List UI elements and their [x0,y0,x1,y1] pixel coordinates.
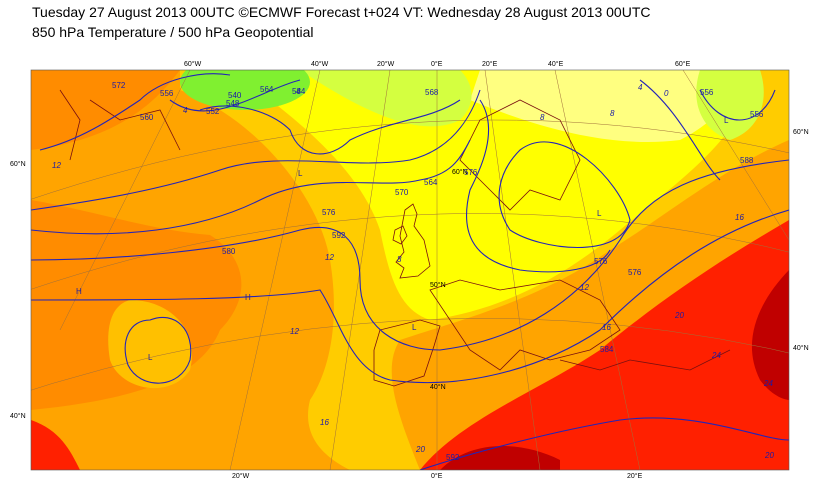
contour-label: 584 [292,87,306,96]
contour-label: 564 [260,85,274,94]
lon-label: 0°E [431,60,443,68]
field-cooler [470,70,740,142]
contour-label: 16 [320,418,329,427]
lat-label: 40°N [10,412,26,420]
contour-label: 580 [222,247,236,256]
lat-label: 60°N [793,128,809,136]
contour-label: 576 [594,257,608,266]
contour-label: 576 [464,168,478,177]
contour-label: 564 [424,178,438,187]
lon-label: 40°W [311,60,329,68]
high-center: H [245,293,251,302]
lon-label: 20°E [482,60,498,68]
contour-label: 548 [226,99,240,108]
field-hotter [440,446,560,470]
contour-label: 16 [602,323,611,332]
contour-label: 568 [425,88,439,97]
low-center: L [597,209,602,218]
contour-label: 576 [322,208,336,217]
contour-label: 584 [600,345,614,354]
contour-label: 540 [228,91,242,100]
field-hot [420,220,789,470]
graticule-labels: 60°W 40°W 20°W 0°E 20°E 40°E 60°E 60°N 4… [10,60,809,480]
map-frame [30,69,790,471]
contour-label: 552 [206,107,220,116]
contour-label: 560 [140,113,154,122]
title: Tuesday 27 August 2013 00UTC ©ECMWF Fore… [32,4,650,20]
contour-label: 12 [290,327,299,336]
contour-label: 556 [750,110,764,119]
lon-label: 40°E [548,60,564,68]
contour-label: 0 [664,89,669,98]
map [31,70,789,470]
contour-label: 4 [296,87,301,96]
lat-label: 60°N [10,160,26,168]
temperature-labels: 4 4 8 8 12 12 12 12 16 16 16 20 24 24 20… [52,83,774,460]
contour-label: 576 [628,268,642,277]
high-center: H [76,287,82,296]
contour-label: 572 [112,81,126,90]
field-hot [31,420,80,470]
contour-label: 556 [700,88,714,97]
lat-label: 40°N [430,383,446,391]
contour-label: 24 [763,379,773,388]
contour-label: 592 [332,231,346,240]
lat-label: 40°N [793,344,809,352]
contour-label: 592 [446,453,460,462]
contour-label: 20 [674,311,684,320]
lat-label: 60°N [452,168,468,176]
contour-label: 20 [415,445,425,454]
field-cold [696,70,764,140]
lon-label: 20°E [627,472,643,480]
geopotential-isolines [31,73,789,470]
lat-label: 50°N [430,281,446,289]
field-hotter [751,270,789,400]
contour-label: 4 [638,83,643,92]
lon-label: 0°E [431,472,443,480]
coastlines [59,89,731,387]
contour-label: 12 [52,161,61,170]
contour-label: 8 [397,255,402,264]
lon-label: 60°E [675,60,691,68]
low-center: L [724,116,729,125]
contour-label: 588 [740,156,754,165]
contour-label: 24 [711,351,721,360]
contour-label: 20 [764,451,774,460]
contour-label: 12 [580,283,589,292]
contour-label: 8 [610,109,615,118]
contour-label: 12 [325,253,334,262]
contour-label: 4 [183,106,188,115]
contour-label: 16 [735,213,744,222]
contour-label: 570 [395,188,409,197]
subtitle: 850 hPa Temperature / 500 hPa Geopotenti… [32,24,314,40]
low-center: L [148,353,153,362]
contour-label: 8 [540,113,545,122]
field-colder [180,70,310,110]
lon-label: 60°W [184,60,202,68]
pressure-centers: H H L L L L L [76,116,729,362]
geopotential-labels: 540 548 552 556 564 572 584 576 570 564 … [112,81,764,462]
lon-label: 20°W [377,60,395,68]
low-center: L [298,169,303,178]
contour-label: 556 [160,89,174,98]
low-center: L [412,323,417,332]
lon-label: 20°W [232,472,250,480]
